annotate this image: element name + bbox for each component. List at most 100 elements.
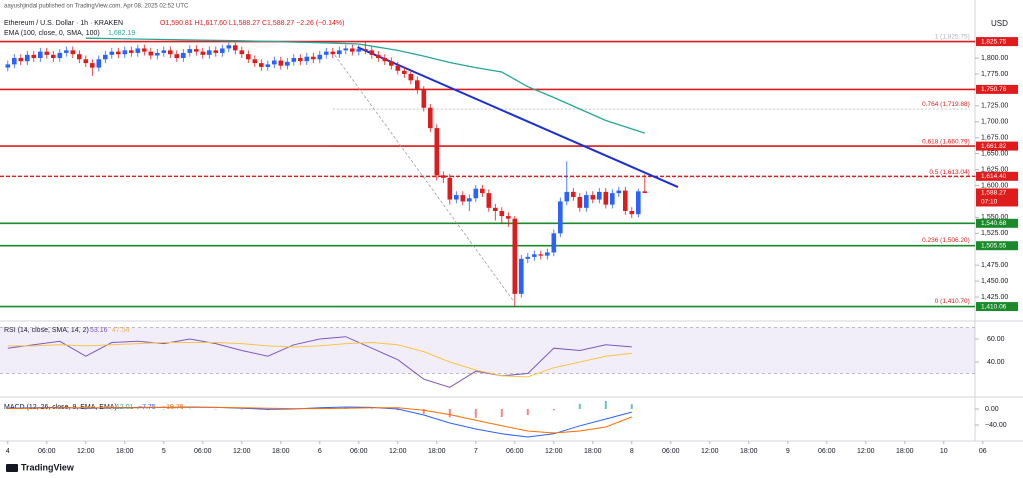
x-tick-label: 9 (786, 448, 790, 455)
candle-body (272, 60, 277, 65)
x-tick-label: 8 (630, 448, 634, 455)
candle-body (441, 175, 446, 178)
ema-line (85, 37, 645, 134)
candle-body (493, 207, 498, 211)
x-tick-label: 12:00 (545, 448, 563, 455)
brand: TradingView (21, 462, 75, 472)
candle-body (460, 195, 466, 202)
candle-body (473, 188, 479, 199)
x-tick-label: 5 (162, 448, 166, 455)
x-tick-label: 06:00 (818, 448, 836, 455)
candle-body (265, 64, 271, 67)
candle-body (298, 58, 303, 62)
rsi-tick-label: 60.00 (987, 336, 1005, 343)
x-tick-label: 06:00 (194, 448, 212, 455)
rsi-ma-value: 47.54 (112, 327, 130, 334)
x-tick-label: 06:00 (506, 448, 524, 455)
macd-hist (422, 409, 425, 414)
candle-body (285, 61, 290, 66)
candle-body (220, 48, 225, 53)
candle-body (434, 128, 440, 176)
candle-body (304, 56, 310, 62)
macd-hist (552, 409, 555, 411)
price-label-box (976, 171, 1018, 181)
candle-body (213, 50, 219, 53)
x-tick-label: 06:00 (38, 448, 56, 455)
candle-body (480, 188, 485, 194)
macd-tick-label: −40.00 (985, 422, 1007, 429)
price-label: 1,588.27 (981, 190, 1007, 197)
candle-body (538, 254, 544, 256)
candle-body (90, 63, 95, 68)
y-tick-label: 1,475.00 (981, 262, 1008, 269)
candle-body (428, 107, 433, 129)
candle-body (421, 89, 427, 108)
candle-body (25, 54, 30, 62)
candle-body (148, 51, 154, 56)
countdown: 07:10 (981, 199, 998, 206)
x-tick-label: 18:00 (116, 448, 134, 455)
price-label: 1,505.55 (981, 242, 1007, 249)
macd-hist (32, 408, 35, 410)
candle-body (226, 45, 232, 49)
candle-body (363, 49, 368, 51)
macd-hist (604, 401, 607, 409)
currency: USD (991, 19, 1008, 28)
candle-body (259, 63, 264, 67)
candle-body (525, 256, 531, 259)
y-tick-label: 1,525.00 (981, 230, 1008, 237)
candle-body (577, 196, 583, 208)
x-tick-label: 12:00 (389, 448, 407, 455)
macd-hist (474, 409, 477, 418)
candle-body (51, 54, 56, 59)
rsi-tick-label: 40.00 (987, 359, 1005, 366)
rsi-line (7, 336, 632, 388)
rsi-line (7, 341, 632, 378)
candle-body (337, 50, 342, 55)
x-tick-label: 06:00 (350, 448, 368, 455)
price-label-box (976, 141, 1018, 151)
x-tick-label: 06:00 (662, 448, 680, 455)
candle-body (122, 50, 128, 55)
x-tick-label: 4 (6, 448, 10, 455)
candle-body (12, 58, 17, 65)
candle-body (636, 191, 641, 215)
candle-body (233, 45, 238, 51)
candle-body (18, 58, 24, 62)
candle-body (200, 51, 206, 55)
candle-body (324, 51, 329, 55)
candle-body (623, 190, 628, 211)
ema-label: EMA (100, close, 0, SMA, 100) (4, 30, 100, 37)
x-tick-label: 18:00 (428, 448, 446, 455)
candle-body (155, 52, 160, 56)
candle-body (239, 50, 245, 55)
candle-body (64, 50, 69, 53)
candle-body (96, 59, 102, 68)
macd-hist (370, 408, 373, 410)
macd-line (7, 406, 632, 434)
price-label-box (976, 241, 1018, 251)
macd-hist (58, 408, 61, 410)
macd-hist (84, 409, 87, 410)
macd-tick-label: 0.00 (985, 406, 999, 413)
y-tick-label: 1,800.00 (981, 55, 1008, 62)
price-label-box (976, 84, 1018, 94)
x-tick-label: 06 (979, 448, 987, 455)
candle-body (77, 54, 82, 60)
candle-body (174, 54, 180, 59)
macd-hist (214, 409, 217, 410)
brand-logo (6, 464, 18, 472)
macd-hist (396, 409, 399, 411)
macd-hist (526, 409, 529, 415)
candle-body (181, 52, 186, 59)
macd-hist (240, 409, 243, 410)
candle-body (109, 51, 115, 55)
fib-label: 0 (1,410.70) (935, 298, 970, 305)
y-tick-label: 1,725.00 (981, 103, 1008, 110)
x-tick-label: 12:00 (77, 448, 95, 455)
macd-hist (188, 408, 191, 410)
candle-body (571, 191, 576, 197)
candle-body (317, 54, 323, 60)
y-tick-label: 1,700.00 (981, 119, 1008, 126)
y-tick-label: 1,425.00 (981, 294, 1008, 301)
